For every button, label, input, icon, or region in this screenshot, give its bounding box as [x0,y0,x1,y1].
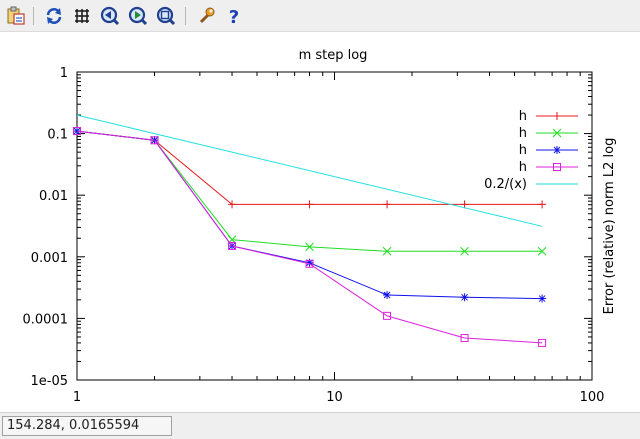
data-point [382,246,392,256]
x-tick-label: 1 [73,390,81,405]
options-icon [199,7,215,24]
zoom-previous-icon [100,6,120,26]
y-tick-label: 0.1 [47,128,68,143]
zoom-previous-button[interactable] [98,4,122,28]
legend-item: h [519,109,578,124]
legend-label: h [519,126,527,141]
zoom-next-button[interactable] [126,4,150,28]
data-point [228,241,237,250]
coordinate-readout: 154.284, 0.0165594 [2,416,172,436]
data-point [305,259,314,268]
copy-clipboard-button[interactable] [4,4,28,28]
data-point [553,146,561,154]
legend-item: 0.2/(x) [484,177,578,192]
grid-button[interactable] [70,4,94,28]
plot-frame [76,71,593,381]
legend-label: h [519,143,527,158]
zoom-next-icon [128,6,148,26]
data-point [552,128,562,138]
x-tick-label: 100 [580,390,605,405]
legend-label: h [519,109,527,124]
axis-ticks: 1 10 100 1 0.1 0.01 0.001 0.0001 1e-05 [23,66,605,405]
series-5 [76,114,543,227]
series-4 [73,127,547,347]
help-button[interactable]: ? [222,4,246,28]
legend-label: h [519,160,527,175]
data-point [383,311,392,320]
series-line [76,130,543,205]
svg-text:?: ? [229,7,239,26]
series-layer [72,114,547,347]
status-bar: 154.284, 0.0165594 [0,412,640,439]
options-button[interactable] [194,4,218,28]
replot-button[interactable] [42,4,66,28]
series-line [76,130,543,300]
autoscale-button[interactable] [154,4,178,28]
toolbar-separator [33,7,34,25]
series-2 [72,126,547,256]
y-tick-label: 1e-05 [30,374,68,389]
data-point [538,200,547,209]
data-point [460,293,469,302]
data-point [383,290,392,299]
chart-title: m step log [299,48,368,63]
chart: m step log 1 10 100 1 0.1 0.01 0.001 0.0001 1e-0… [23,48,618,405]
data-point [73,127,81,136]
toolbar: ? [0,0,640,32]
data-point [305,200,314,209]
series-3 [73,127,547,303]
help-icon: ? [229,7,239,26]
legend-label: 0.2/(x) [484,177,527,192]
toolbar-separator [185,7,186,25]
data-point [73,127,81,136]
data-point [553,163,561,171]
data-point [553,112,561,120]
data-point [460,200,469,209]
x-tick-label: 10 [326,390,343,405]
copy-clipboard-icon [7,6,25,25]
data-point [460,246,469,256]
series-line [76,114,543,227]
y-tick-label: 1 [60,66,68,81]
data-point [383,200,392,209]
y-tick-label: 0.0001 [23,312,69,327]
legend-item: h [519,126,578,141]
autoscale-icon [156,6,176,26]
data-point [460,334,469,343]
replot-icon [46,8,62,24]
y-tick-label: 0.01 [39,189,68,204]
y-axis-label: Error (relative) norm L2 log [602,138,617,315]
data-point [305,242,314,252]
data-point [228,200,237,209]
series-line [76,130,543,252]
legend-item: h [519,160,578,175]
data-point [150,136,159,145]
data-point [538,338,547,347]
data-point [537,246,547,256]
plot-area[interactable]: m step log 1 10 100 1 0.1 0.01 0.001 0.0001 1e-0… [0,32,640,412]
data-point [538,294,547,303]
data-point [305,258,314,267]
series-line [76,130,543,344]
grid-icon [75,9,89,23]
legend-item: h [519,143,578,158]
y-tick-label: 0.001 [31,251,68,266]
